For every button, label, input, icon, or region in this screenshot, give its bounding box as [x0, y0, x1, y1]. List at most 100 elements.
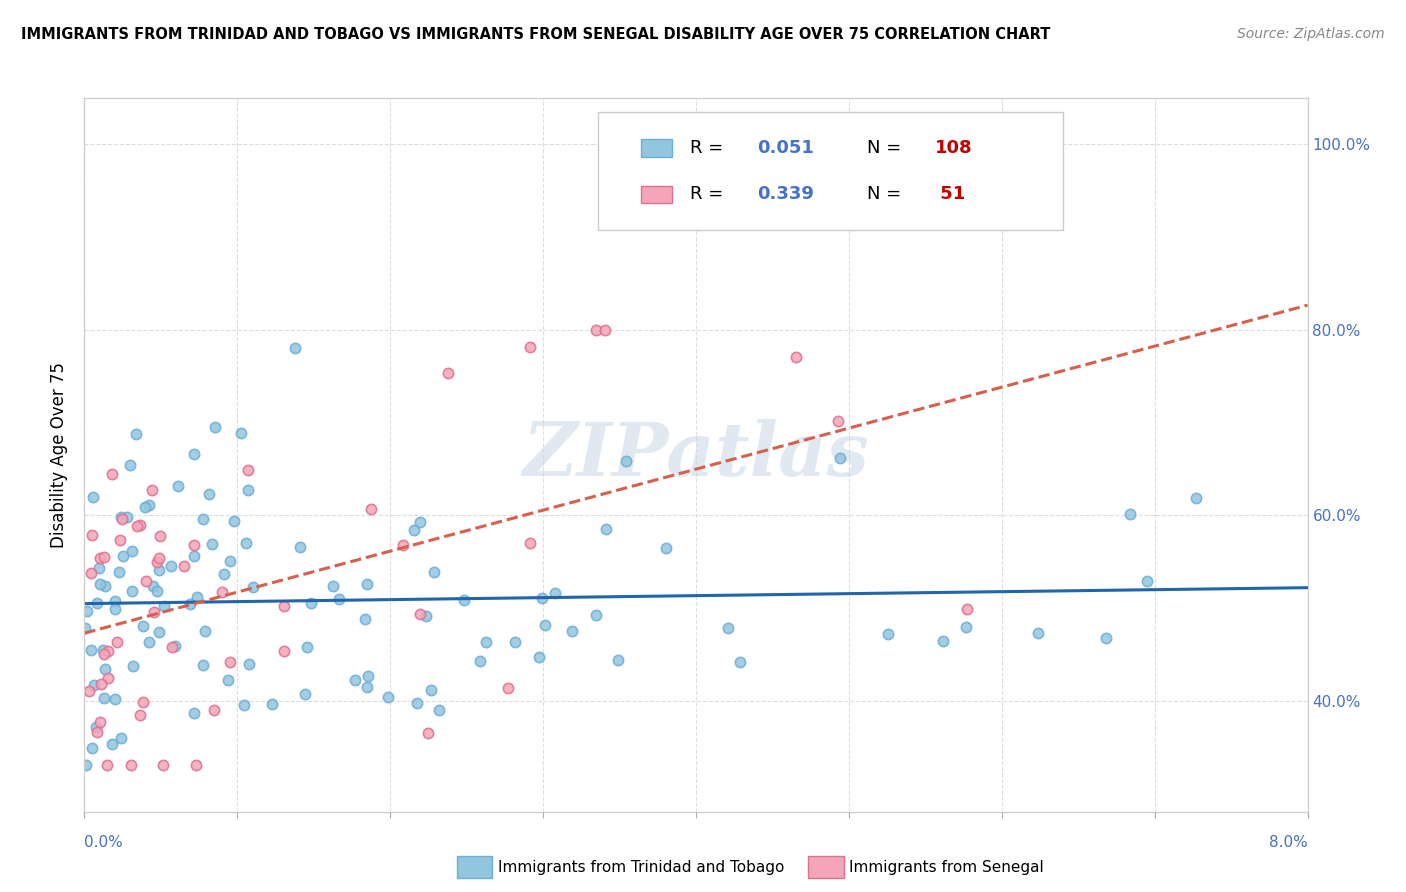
- Point: [129, 518, 152, 533]
- Point: [561, 624, 583, 638]
- Point: [377, 690, 399, 704]
- Point: [149, 529, 172, 543]
- Point: [108, 533, 131, 547]
- Point: [344, 673, 367, 688]
- Point: [191, 657, 214, 672]
- Point: [160, 640, 183, 655]
- Point: [218, 554, 240, 568]
- Point: [89, 550, 111, 565]
- Point: [418, 726, 440, 740]
- Point: [183, 538, 205, 552]
- Point: [165, 639, 187, 653]
- Point: [121, 584, 143, 599]
- Point: [238, 463, 260, 477]
- Point: [470, 654, 492, 668]
- Point: [1118, 507, 1140, 521]
- Point: [273, 644, 295, 658]
- Point: [297, 640, 319, 654]
- Text: Immigrants from Trinidad and Tobago: Immigrants from Trinidad and Tobago: [498, 860, 785, 874]
- Point: [437, 367, 460, 381]
- Point: [94, 579, 117, 593]
- Point: [82, 490, 104, 504]
- Text: 8.0%: 8.0%: [1268, 836, 1308, 850]
- Point: [288, 540, 311, 554]
- Point: [360, 502, 382, 516]
- Point: [93, 647, 115, 661]
- Point: [135, 574, 157, 588]
- Point: [231, 426, 253, 441]
- Point: [105, 634, 128, 648]
- Point: [75, 758, 97, 772]
- Point: [391, 538, 413, 552]
- Point: [104, 594, 127, 608]
- Point: [202, 702, 225, 716]
- Point: [148, 624, 170, 639]
- Point: [131, 695, 153, 709]
- Point: [785, 350, 807, 364]
- Point: [82, 741, 104, 756]
- Point: [201, 537, 224, 551]
- Point: [218, 655, 240, 669]
- Point: [427, 703, 450, 717]
- Point: [299, 595, 322, 609]
- Point: [183, 549, 205, 563]
- Point: [79, 643, 101, 657]
- Point: [127, 519, 149, 533]
- Point: [322, 579, 344, 593]
- Point: [827, 414, 849, 428]
- Point: [148, 563, 170, 577]
- Point: [86, 725, 108, 739]
- Point: [496, 681, 519, 695]
- Point: [93, 690, 115, 705]
- Point: [353, 612, 375, 626]
- FancyBboxPatch shape: [598, 112, 1063, 230]
- Point: [194, 624, 217, 639]
- Point: [138, 635, 160, 649]
- Point: [238, 483, 260, 497]
- Point: [93, 642, 115, 657]
- Text: 0.0%: 0.0%: [84, 836, 124, 850]
- Point: [129, 707, 152, 722]
- Point: [89, 577, 111, 591]
- Point: [97, 671, 120, 685]
- Point: [122, 659, 145, 673]
- Point: [503, 634, 526, 648]
- Point: [262, 697, 284, 711]
- Point: [357, 668, 380, 682]
- Point: [110, 731, 132, 745]
- Point: [214, 567, 236, 582]
- Point: [408, 516, 430, 530]
- Point: [204, 420, 226, 434]
- Point: [932, 633, 955, 648]
- Point: [593, 323, 616, 337]
- Point: [654, 541, 676, 555]
- Point: [420, 682, 443, 697]
- Point: [146, 583, 169, 598]
- Point: [415, 608, 437, 623]
- Point: [183, 447, 205, 461]
- Point: [148, 550, 170, 565]
- Point: [73, 622, 96, 636]
- Point: [83, 678, 105, 692]
- Text: N =: N =: [868, 186, 907, 203]
- Point: [1026, 625, 1049, 640]
- Text: ZIPatlas: ZIPatlas: [523, 418, 869, 491]
- Point: [956, 602, 979, 616]
- Point: [143, 605, 166, 619]
- Point: [142, 579, 165, 593]
- Point: [117, 510, 139, 524]
- Point: [80, 527, 103, 541]
- Point: [405, 696, 427, 710]
- Point: [110, 510, 132, 524]
- Text: 108: 108: [935, 139, 972, 157]
- Text: IMMIGRANTS FROM TRINIDAD AND TOBAGO VS IMMIGRANTS FROM SENEGAL DISABILITY AGE OV: IMMIGRANTS FROM TRINIDAD AND TOBAGO VS I…: [21, 27, 1050, 42]
- Point: [186, 590, 208, 604]
- Point: [104, 601, 127, 615]
- Point: [728, 655, 751, 669]
- Point: [222, 514, 245, 528]
- Point: [543, 585, 565, 599]
- Y-axis label: Disability Age Over 75: Disability Age Over 75: [51, 362, 69, 548]
- Point: [93, 662, 115, 676]
- Point: [519, 536, 541, 550]
- Point: [409, 607, 432, 621]
